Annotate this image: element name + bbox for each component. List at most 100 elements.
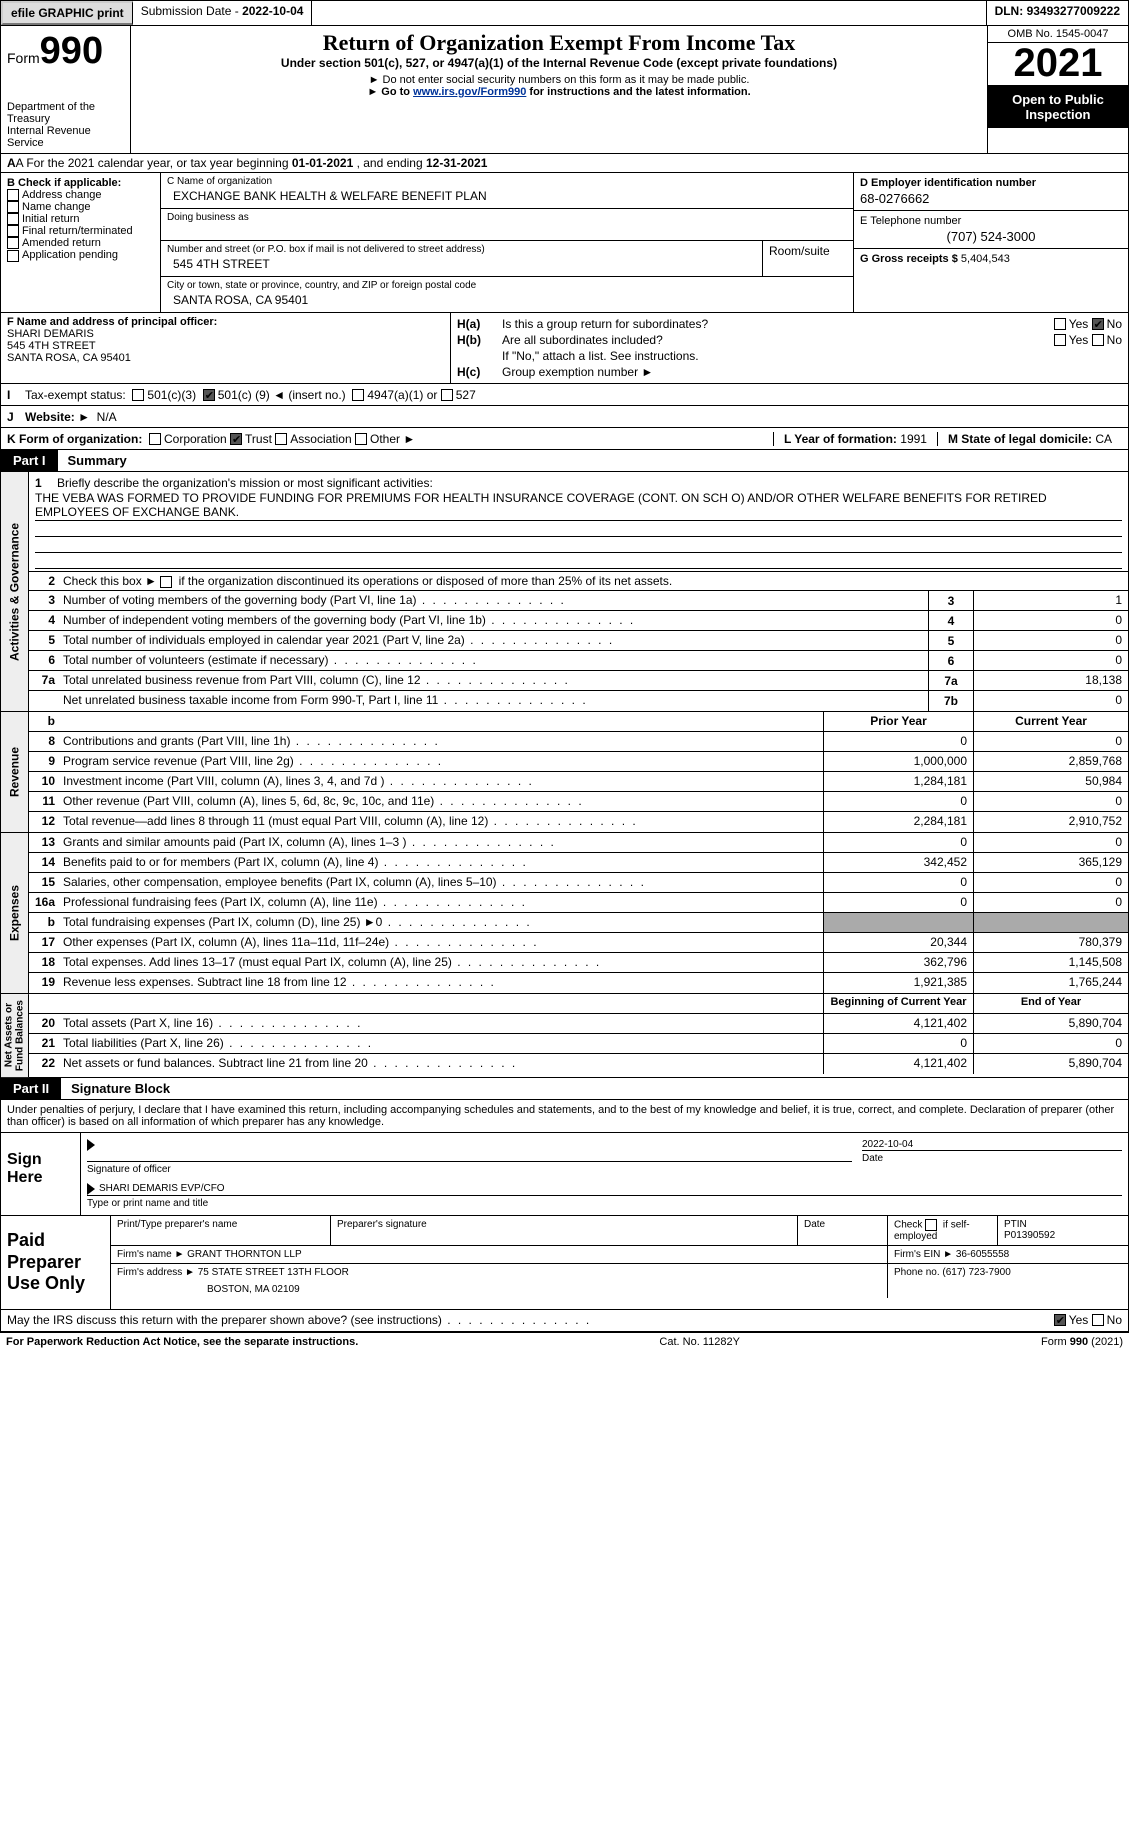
year-formation: L Year of formation: 1991 bbox=[773, 432, 937, 446]
sig-date-label: Date bbox=[862, 1153, 1122, 1164]
line-value: 0 bbox=[973, 611, 1128, 630]
efile-print-button[interactable]: efile GRAPHIC print bbox=[1, 1, 133, 25]
firm-ein: 36-6055558 bbox=[956, 1249, 1009, 1260]
line-text: Net unrelated business taxable income fr… bbox=[59, 691, 928, 711]
chk-discontinued[interactable] bbox=[160, 576, 172, 588]
chk-name-change[interactable]: Name change bbox=[7, 201, 154, 213]
prep-selfemp: Check if self-employed bbox=[888, 1216, 998, 1245]
website-value: N/A bbox=[97, 410, 117, 424]
irs-link[interactable]: www.irs.gov/Form990 bbox=[413, 86, 526, 98]
chk-initial-return[interactable]: Initial return bbox=[7, 213, 154, 225]
vtab-revenue: Revenue bbox=[1, 712, 29, 832]
current-value: 0 bbox=[973, 792, 1128, 811]
goto-note: Go to www.irs.gov/Form990 for instructio… bbox=[137, 86, 981, 98]
line-value: 1 bbox=[973, 591, 1128, 610]
line-value: 0 bbox=[973, 631, 1128, 650]
h-b-yes[interactable] bbox=[1054, 334, 1066, 346]
h-b-note: If "No," attach a list. See instructions… bbox=[502, 349, 699, 363]
gross-label: G Gross receipts $ bbox=[860, 253, 961, 265]
current-value: 365,129 bbox=[973, 853, 1128, 872]
line-text: Total expenses. Add lines 13–17 (must eq… bbox=[59, 953, 823, 972]
current-value: 0 bbox=[973, 873, 1128, 892]
chk-address-change[interactable]: Address change bbox=[7, 189, 154, 201]
website-label: Website: ► bbox=[25, 410, 90, 424]
city-value: SANTA ROSA, CA 95401 bbox=[167, 291, 847, 309]
current-value: 50,984 bbox=[973, 772, 1128, 791]
org-name-label: C Name of organization bbox=[167, 176, 847, 187]
officer-name: SHARI DEMARIS bbox=[7, 328, 444, 340]
org-name: EXCHANGE BANK HEALTH & WELFARE BENEFIT P… bbox=[167, 187, 847, 205]
discuss-yes[interactable] bbox=[1054, 1314, 1066, 1326]
mission-text: THE VEBA WAS FORMED TO PROVIDE FUNDING F… bbox=[35, 490, 1122, 521]
line-text: Total unrelated business revenue from Pa… bbox=[59, 671, 928, 690]
chk-trust[interactable] bbox=[230, 433, 242, 445]
line-text: Total fundraising expenses (Part IX, col… bbox=[59, 913, 823, 932]
chk-4947[interactable] bbox=[352, 389, 364, 401]
current-value: 5,890,704 bbox=[973, 1054, 1128, 1074]
form-org-label: K Form of organization: bbox=[7, 432, 142, 446]
h-b-text: Are all subordinates included? bbox=[502, 333, 1054, 347]
prior-value: 0 bbox=[823, 732, 973, 751]
firm-addr2: BOSTON, MA 02109 bbox=[117, 1278, 881, 1295]
firm-addr1: 75 STATE STREET 13TH FLOOR bbox=[198, 1267, 349, 1278]
line-num: 17 bbox=[29, 933, 59, 952]
chk-selfemp[interactable] bbox=[925, 1219, 937, 1231]
current-value: 1,145,508 bbox=[973, 953, 1128, 972]
officer-addr2: SANTA ROSA, CA 95401 bbox=[7, 352, 444, 364]
line-value: 0 bbox=[973, 651, 1128, 670]
chk-application-pending[interactable]: Application pending bbox=[7, 249, 154, 261]
ein-value: 68-0276662 bbox=[860, 189, 1122, 206]
line-text: Salaries, other compensation, employee b… bbox=[59, 873, 823, 892]
line-text: Investment income (Part VIII, column (A)… bbox=[59, 772, 823, 791]
line-text: Total number of individuals employed in … bbox=[59, 631, 928, 650]
line-text: Net assets or fund balances. Subtract li… bbox=[59, 1054, 823, 1074]
h-b-no[interactable] bbox=[1092, 334, 1104, 346]
footer-left: For Paperwork Reduction Act Notice, see … bbox=[6, 1336, 358, 1348]
street-value: 545 4TH STREET bbox=[167, 255, 756, 273]
prep-name-hdr: Print/Type preparer's name bbox=[111, 1216, 331, 1245]
line-num: 19 bbox=[29, 973, 59, 993]
chk-assoc[interactable] bbox=[275, 433, 287, 445]
line-num: 4 bbox=[29, 611, 59, 630]
part2-title: Signature Block bbox=[61, 1078, 180, 1099]
chk-final-return[interactable]: Final return/terminated bbox=[7, 225, 154, 237]
chk-501c[interactable] bbox=[203, 389, 215, 401]
tel-value: (707) 524-3000 bbox=[860, 227, 1122, 244]
current-value: 0 bbox=[973, 833, 1128, 852]
line-num: 8 bbox=[29, 732, 59, 751]
current-value: 1,765,244 bbox=[973, 973, 1128, 993]
line-text: Total liabilities (Part X, line 26) bbox=[59, 1034, 823, 1053]
h-a-yes[interactable] bbox=[1054, 318, 1066, 330]
chk-amended-return[interactable]: Amended return bbox=[7, 237, 154, 249]
h-a-no[interactable] bbox=[1092, 318, 1104, 330]
line-text: Total assets (Part X, line 16) bbox=[59, 1014, 823, 1033]
prior-value: 362,796 bbox=[823, 953, 973, 972]
current-value: 0 bbox=[973, 893, 1128, 912]
h-a-text: Is this a group return for subordinates? bbox=[502, 317, 1054, 331]
tax-exempt-label: Tax-exempt status: bbox=[25, 388, 126, 402]
chk-527[interactable] bbox=[441, 389, 453, 401]
vtab-netassets: Net Assets or Fund Balances bbox=[1, 994, 29, 1077]
state-domicile: M State of legal domicile: CA bbox=[937, 432, 1122, 446]
sig-name: SHARI DEMARIS EVP/CFO bbox=[99, 1183, 225, 1195]
line-num: 3 bbox=[29, 591, 59, 610]
form-title: Return of Organization Exempt From Incom… bbox=[137, 30, 981, 56]
prior-value: 2,284,181 bbox=[823, 812, 973, 832]
current-value: 780,379 bbox=[973, 933, 1128, 952]
dept-treasury: Department of the Treasury Internal Reve… bbox=[7, 101, 124, 149]
line-num: 16a bbox=[29, 893, 59, 912]
h-c-text: Group exemption number ► bbox=[502, 365, 653, 379]
discuss-no[interactable] bbox=[1092, 1314, 1104, 1326]
line-text: Professional fundraising fees (Part IX, … bbox=[59, 893, 823, 912]
line-text: Total revenue—add lines 8 through 11 (mu… bbox=[59, 812, 823, 832]
chk-other[interactable] bbox=[355, 433, 367, 445]
row-a-calendar-year: AA For the 2021 calendar year, or tax ye… bbox=[0, 154, 1129, 173]
part2-label: Part II bbox=[1, 1078, 61, 1099]
chk-corp[interactable] bbox=[149, 433, 161, 445]
tel-label: E Telephone number bbox=[860, 215, 1122, 227]
current-value: 2,859,768 bbox=[973, 752, 1128, 771]
chk-501c3[interactable] bbox=[132, 389, 144, 401]
line-num: 20 bbox=[29, 1014, 59, 1033]
city-label: City or town, state or province, country… bbox=[167, 280, 847, 291]
sig-name-label: Type or print name and title bbox=[87, 1198, 1122, 1209]
